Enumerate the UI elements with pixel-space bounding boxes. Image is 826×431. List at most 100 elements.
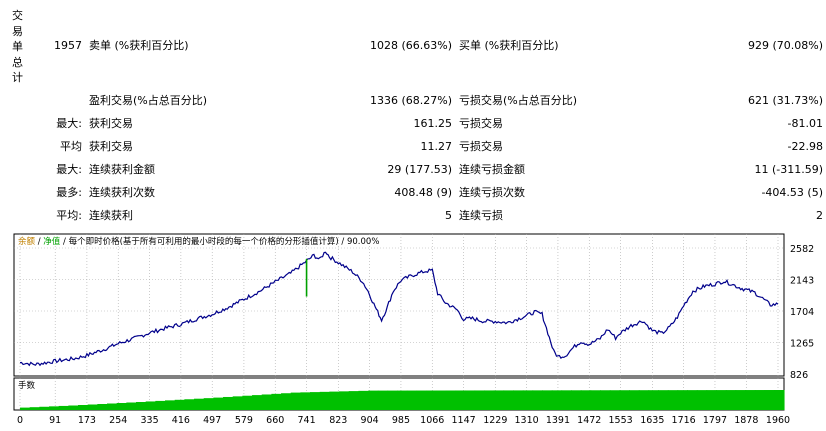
left-stat-label: 获利交易 (89, 117, 133, 130)
right-stat-value: 2 (816, 209, 823, 222)
volume-bar (203, 398, 215, 410)
x-tick-label: 1066 (420, 415, 444, 426)
left-stat-value: 11.27 (420, 140, 453, 153)
volume-bar (532, 390, 543, 410)
right-stat-label: 亏损交易 (459, 117, 503, 130)
right-stat-label: 连续亏损金额 (459, 163, 525, 176)
volume-bar (242, 395, 253, 410)
left-stat-value: 5 (445, 209, 452, 222)
volume-bar (416, 390, 427, 410)
volume-bar (397, 390, 408, 410)
price-panel (13, 233, 785, 377)
volume-bar (300, 392, 311, 410)
right-stat-value: -81.01 (787, 117, 823, 130)
volume-bar (145, 401, 157, 410)
volume-label: 手数 (18, 380, 36, 391)
short-trades-value: 1028 (66.63%) (369, 39, 452, 52)
volume-bar (155, 400, 166, 410)
right-stat-label: 亏损交易 (459, 140, 503, 153)
volume-bar (232, 396, 244, 410)
x-tick-label: 741 (298, 415, 316, 426)
volume-bar (261, 394, 273, 410)
volume-bar (68, 405, 79, 410)
volume-bar (126, 402, 137, 410)
legend-balance: 余额 (18, 236, 36, 247)
x-tick-label: 579 (235, 415, 253, 426)
volume-bar (677, 390, 688, 410)
volume-bar (455, 390, 466, 410)
volume-bar (600, 390, 611, 410)
left-stat-label: 获利交易 (89, 140, 133, 153)
x-tick-label: 1716 (672, 415, 696, 426)
x-tick-label: 91 (49, 415, 61, 426)
balance-line (19, 251, 779, 367)
volume-bar (735, 390, 746, 410)
volume-bar (136, 402, 147, 410)
short-trades-label: 卖单 (%获利百分比) (89, 39, 189, 52)
volume-bar (590, 390, 601, 410)
volume-bar (687, 390, 698, 410)
x-tick-label: 823 (329, 415, 347, 426)
volume-bar (658, 390, 669, 410)
volume-bar (319, 391, 331, 410)
right-stat-value: 11 (-311.59) (754, 163, 823, 176)
x-tick-label: 173 (78, 415, 96, 426)
y-tick-label: 2582 (790, 244, 814, 255)
volume-bar (116, 403, 128, 410)
stat-row: 最多: 连续获利次数 408.48 (9) 连续亏损次数 -404.53 (5) (0, 185, 826, 201)
summary-row: 1957 卖单 (%获利百分比) 1028 (66.63%) 买单 (%获利百分… (0, 38, 826, 54)
left-stat-label: 盈利交易(%占总百分比) (89, 94, 208, 107)
stat-row: 平均: 连续获利 5 连续亏损 2 (0, 208, 826, 224)
volume-bar (281, 393, 292, 410)
legend-description: / 每个即时价格(基于所有可利用的最小时段的每一个价格的分形插值计算) / 90… (60, 236, 379, 247)
volume-bar (406, 390, 418, 410)
volume-bar (464, 390, 476, 410)
legend-separator: / (35, 237, 43, 247)
volume-bar (387, 390, 398, 410)
stat-prefix: 最多: (56, 186, 82, 199)
volume-bar (629, 390, 640, 410)
volume-bar (716, 390, 727, 410)
left-stat-label: 连续获利次数 (89, 186, 155, 199)
volume-bar (474, 390, 485, 410)
y-tick-label: 826 (790, 370, 808, 381)
left-stat-value: 1336 (68.27%) (369, 94, 452, 107)
volume-bar (503, 390, 514, 410)
volume-bar (580, 390, 592, 410)
x-tick-label: 0 (17, 415, 23, 426)
x-tick-label: 1797 (703, 415, 727, 426)
section-label: 交易单总计 (12, 9, 23, 84)
volume-bar (174, 399, 186, 410)
left-stat-value: 408.48 (9) (394, 186, 452, 199)
volume-bar (39, 406, 50, 410)
long-trades-label: 买单 (%获利百分比) (459, 39, 559, 52)
left-stat-value: 29 (177.53) (387, 163, 452, 176)
volume-bar (571, 390, 582, 410)
volume-bar (223, 396, 234, 410)
x-tick-label: 1960 (766, 415, 790, 426)
x-tick-label: 1229 (483, 415, 507, 426)
volume-bar (310, 392, 321, 410)
volume-bar (97, 404, 108, 410)
stat-prefix: 平均 (60, 140, 82, 153)
stat-row: 最大: 获利交易 161.25 亏损交易 -81.01 (0, 116, 826, 132)
stat-row: 最大: 连续获利金额 29 (177.53) 连续亏损金额 11 (-311.59) (0, 162, 826, 178)
stat-prefix: 最大: (56, 117, 82, 130)
right-stat-value: -404.53 (5) (761, 186, 823, 199)
volume-bar (706, 390, 717, 410)
y-tick-label: 1265 (790, 339, 814, 350)
x-tick-label: 660 (266, 415, 284, 426)
right-stat-label: 亏损交易(%占总百分比) (459, 94, 578, 107)
volume-bar (348, 391, 360, 410)
right-stat-label: 连续亏损 (459, 209, 503, 222)
x-tick-label: 1310 (515, 415, 539, 426)
volume-bar (484, 390, 495, 410)
right-stat-label: 连续亏损次数 (459, 186, 525, 199)
volume-bar (435, 390, 447, 410)
left-stat-label: 连续获利 (89, 209, 133, 222)
volume-bar (696, 390, 708, 410)
x-tick-label: 497 (203, 415, 221, 426)
volume-bar (194, 398, 205, 410)
volume-bar (49, 406, 60, 410)
x-tick-label: 1635 (640, 415, 664, 426)
